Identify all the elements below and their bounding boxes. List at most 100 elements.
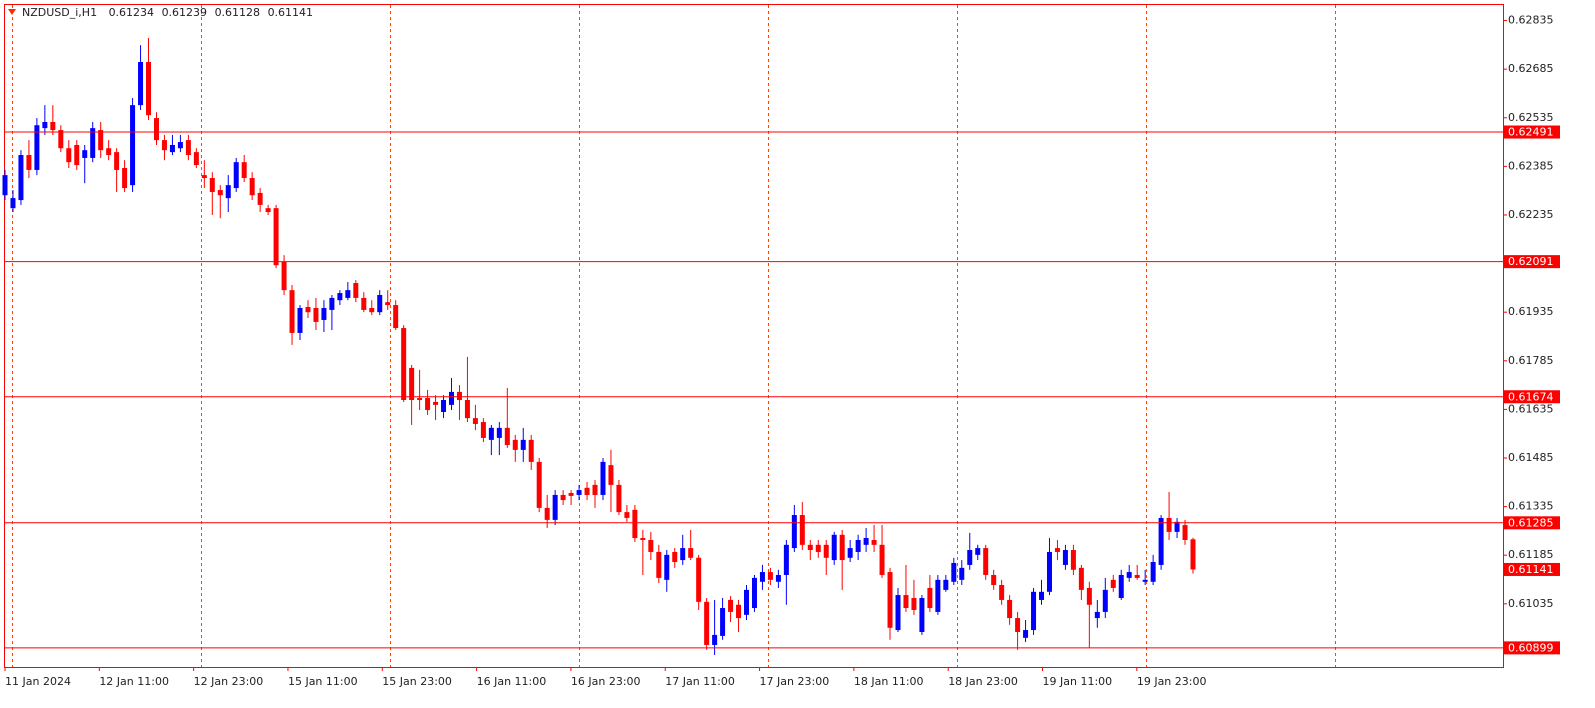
candle-body [1007, 599, 1013, 619]
y-tick-label: 0.61485 [1508, 451, 1554, 464]
candle-body [664, 554, 670, 580]
candle-body [1190, 539, 1196, 570]
candle-body [10, 198, 16, 209]
candle-body [185, 140, 191, 156]
symbol: NZDUSD_i,H1 [22, 6, 97, 19]
candle-body [720, 608, 726, 636]
y-tick-label: 0.61785 [1508, 354, 1554, 367]
candle-body [209, 178, 215, 192]
candle-body [943, 579, 949, 590]
candle-body [728, 599, 734, 612]
level-label-box [1504, 255, 1560, 269]
level-label: 0.61674 [1508, 390, 1554, 403]
candle-body [584, 487, 590, 495]
x-tick-label: 16 Jan 11:00 [477, 675, 547, 688]
candle-body [377, 295, 383, 313]
candle-body [831, 534, 837, 561]
candle-body [488, 427, 494, 440]
candle-body [433, 401, 439, 405]
candle-body [153, 118, 159, 141]
candle-body [464, 399, 470, 419]
price-label: 0.61141 [1508, 563, 1554, 576]
x-tick-label: 19 Jan 11:00 [1043, 675, 1113, 688]
level-label-box [1504, 125, 1560, 139]
candle-body [273, 208, 279, 266]
candle-body [807, 544, 813, 551]
candle-body [951, 562, 957, 582]
candle-body [871, 539, 877, 545]
y-tick-label: 0.61185 [1508, 548, 1554, 561]
candle-body [74, 144, 80, 166]
candle-body [1174, 521, 1180, 532]
candle-body [193, 152, 199, 166]
candle-body [520, 439, 526, 450]
x-tick-label: 19 Jan 23:00 [1137, 675, 1207, 688]
candle-body [863, 538, 869, 545]
candle-body [576, 490, 582, 495]
candle-body [935, 579, 941, 612]
level-label: 0.60899 [1508, 641, 1554, 654]
candle-body [704, 601, 710, 645]
candle-body [58, 130, 64, 149]
x-tick-label: 17 Jan 11:00 [665, 675, 735, 688]
header-open: 0.61234 [109, 6, 155, 19]
candle-body [736, 604, 742, 619]
candle-body [600, 461, 606, 495]
candle-body [815, 544, 821, 552]
y-tick-label: 0.62535 [1508, 111, 1554, 124]
candle-body [608, 465, 614, 485]
candle-body [361, 297, 367, 310]
candle-body [225, 185, 231, 199]
candle-body [648, 539, 654, 552]
level-label-box [1504, 641, 1560, 655]
candle-body [1031, 591, 1037, 631]
x-tick-label: 11 Jan 2024 [5, 675, 71, 688]
candle-body [257, 192, 263, 205]
candle-body [98, 130, 104, 151]
candle-body [169, 144, 175, 153]
candle-body [616, 484, 622, 513]
header-high: 0.61239 [162, 6, 208, 19]
candle-body [991, 574, 997, 586]
candle-body [305, 306, 311, 313]
candle-body [632, 509, 638, 539]
candle-body [138, 62, 144, 106]
candle-body [855, 539, 861, 552]
candle-body [1078, 567, 1084, 590]
candle-body [417, 398, 423, 400]
header-close: 0.61141 [268, 6, 314, 19]
candle-body [265, 208, 271, 213]
candle-body [1150, 562, 1156, 582]
candle-body [927, 587, 933, 609]
candle-body [656, 551, 662, 578]
candle-body [1158, 517, 1164, 565]
candle-body [146, 62, 152, 116]
candle-body [712, 634, 718, 645]
candle-body [329, 297, 335, 310]
candle-body [887, 572, 893, 628]
candle-body [42, 121, 48, 129]
candle-body [1102, 589, 1108, 612]
candle-body [313, 307, 319, 322]
candle-body [592, 484, 598, 495]
candle-body [321, 307, 327, 320]
y-tick-label: 0.61935 [1508, 305, 1554, 318]
menu-triangle[interactable] [8, 9, 16, 15]
level-label: 0.61285 [1508, 516, 1554, 529]
candle-body [1118, 574, 1124, 598]
candle-body [823, 544, 829, 558]
candle-body [297, 307, 303, 333]
candle-body [289, 290, 295, 333]
candle-body [409, 367, 415, 400]
candle-body [791, 515, 797, 549]
y-tick-label: 0.61035 [1508, 597, 1554, 610]
x-tick-label: 16 Jan 23:00 [571, 675, 641, 688]
candle-body [680, 548, 686, 561]
candle-body [560, 494, 566, 501]
candle-body [441, 399, 447, 412]
candle-body [369, 307, 375, 313]
y-tick-label: 0.61335 [1508, 500, 1554, 513]
candle-body [536, 461, 542, 508]
